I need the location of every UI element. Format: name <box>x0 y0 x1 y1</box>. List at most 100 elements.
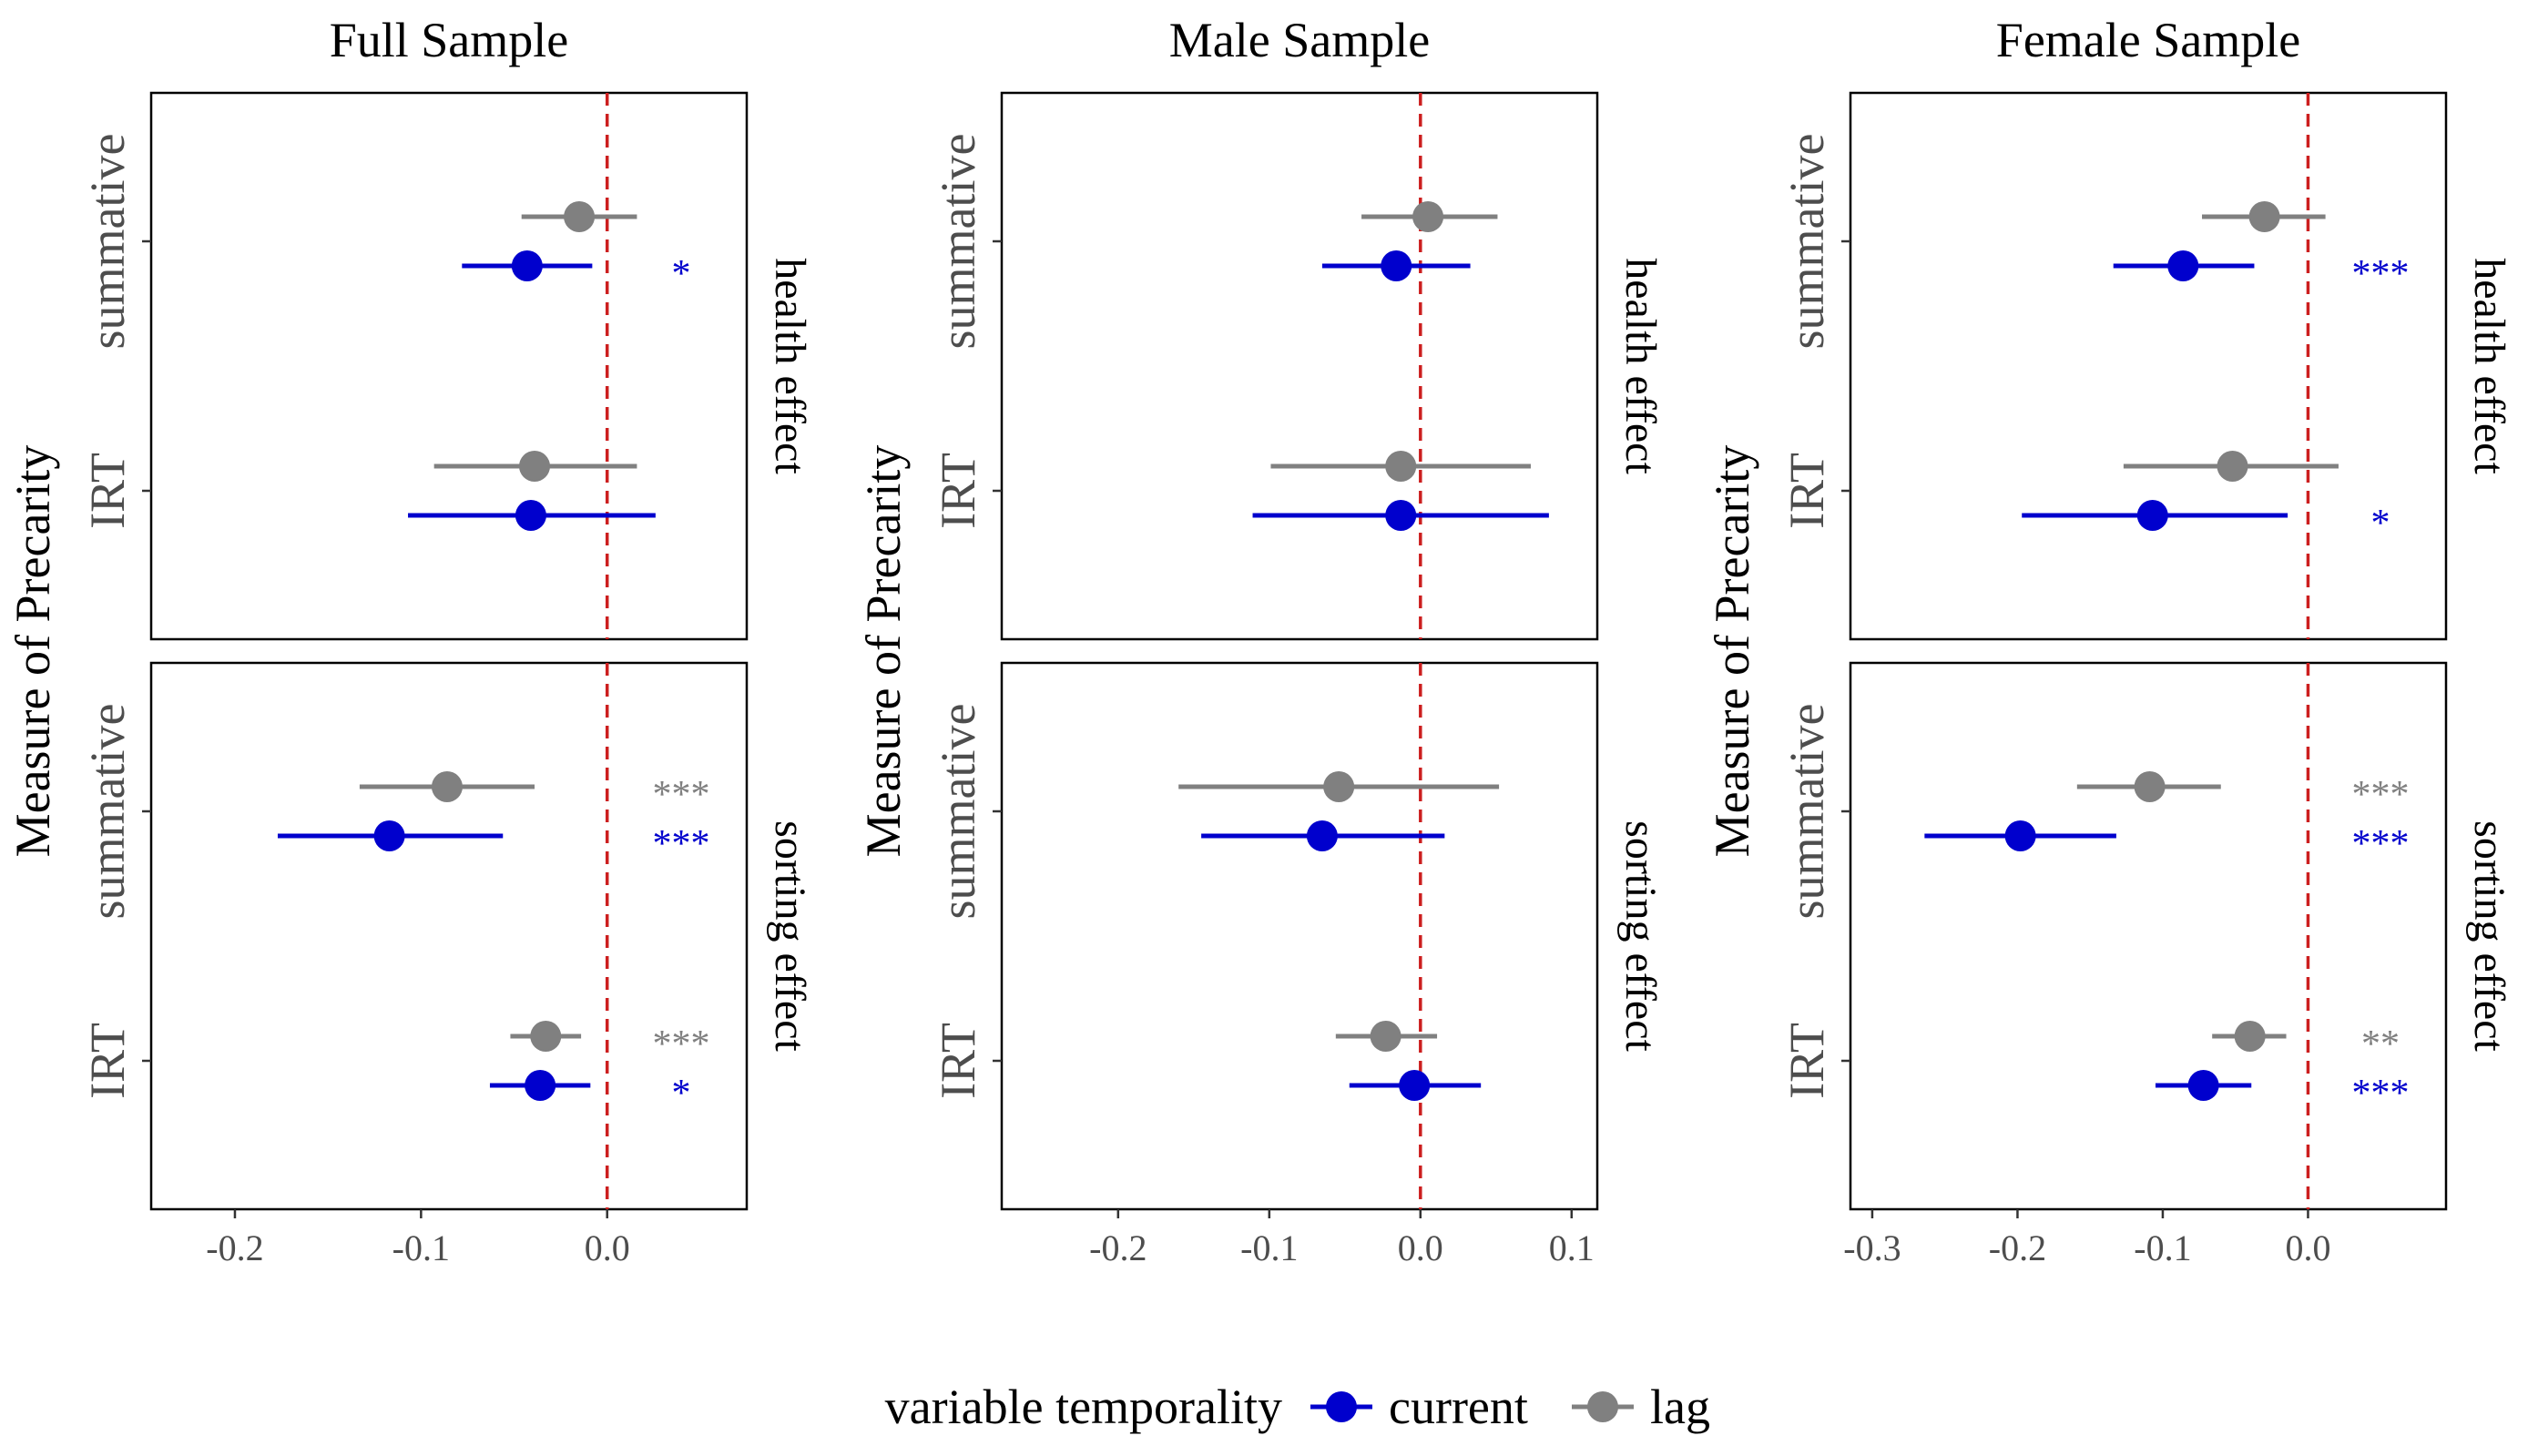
x-tick-label: -0.2 <box>1989 1227 2046 1268</box>
point-estimate <box>1385 500 1417 531</box>
estimate-irt-lag: *** <box>510 1021 710 1065</box>
y-tick-label-summative: summative <box>80 704 135 920</box>
point-estimate <box>511 250 543 281</box>
y-tick-label-summative: summative <box>80 134 135 350</box>
estimate-irt-current: * <box>489 1070 691 1115</box>
estimate-irt-lag <box>1335 1021 1438 1052</box>
panel-frame <box>1000 661 1599 1211</box>
facet-strip-label: sorting effect <box>766 820 814 1052</box>
y-tick-label-irt: IRT <box>80 453 135 529</box>
point-estimate <box>431 771 463 802</box>
point-estimate <box>2187 1070 2219 1101</box>
legend-key-lag: lag <box>1572 1380 1710 1434</box>
x-tick-label: 0.0 <box>2285 1227 2330 1268</box>
estimate-summative-current: *** <box>277 820 710 865</box>
y-tick-label-irt: IRT <box>931 1023 985 1099</box>
point-estimate <box>1385 451 1417 482</box>
panel-frame <box>149 661 749 1211</box>
point-estimate <box>519 451 551 482</box>
x-tick-label: -0.3 <box>1843 1227 1901 1268</box>
x-tick-label: -0.1 <box>2134 1227 2191 1268</box>
estimate-irt-lag: ** <box>2212 1021 2400 1065</box>
legend-label: current <box>1389 1380 1528 1434</box>
x-tick-label: -0.1 <box>392 1227 450 1268</box>
significance-stars: *** <box>2352 823 2410 865</box>
facet-strip-label: sorting effect <box>2465 820 2513 1052</box>
estimate-summative-current: * <box>462 250 691 295</box>
estimate-irt-lag <box>433 451 637 482</box>
estimate-summative-current: *** <box>1924 820 2410 865</box>
panel-2: Male Sample Measure of Precarity summative… <box>856 13 1665 1268</box>
point-estimate <box>515 500 546 531</box>
x-tick-label: 0.0 <box>1398 1227 1443 1268</box>
legend-key-point <box>1326 1391 1357 1422</box>
estimate-summative-lag <box>1178 771 1500 802</box>
facet-strip-label: health effect <box>1616 258 1665 474</box>
x-tick-label: 0.1 <box>1549 1227 1595 1268</box>
y-tick-label-irt: IRT <box>931 453 985 529</box>
point-estimate <box>2136 500 2168 531</box>
facet-health: summative IRT health effect * <box>80 91 814 641</box>
estimate-summative-lag: *** <box>2076 771 2410 816</box>
point-estimate <box>2248 201 2280 232</box>
estimate-irt-lag <box>1270 451 1531 482</box>
significance-stars: *** <box>653 1023 710 1065</box>
panel-frame <box>1849 661 2448 1211</box>
point-estimate <box>1412 201 1444 232</box>
x-tick-label: -0.2 <box>1089 1227 1147 1268</box>
y-tick-label-summative: summative <box>931 704 985 920</box>
x-tick-label: -0.2 <box>206 1227 263 1268</box>
point-estimate <box>2217 451 2248 482</box>
estimate-irt-current <box>408 500 656 531</box>
significance-stars: * <box>672 253 691 295</box>
panel-frame <box>149 91 749 641</box>
legend-label: lag <box>1650 1380 1710 1434</box>
point-estimate <box>1381 250 1412 281</box>
estimate-irt-current: * <box>2022 500 2390 545</box>
significance-stars: *** <box>653 823 710 865</box>
point-estimate <box>2004 820 2036 851</box>
point-estimate <box>2167 250 2199 281</box>
panel-3: Female Sample Measure of Precarity summati… <box>1705 13 2513 1268</box>
panel-title: Male Sample <box>1169 13 1430 67</box>
y-tick-label-summative: summative <box>1779 704 1834 920</box>
estimate-summative-current: *** <box>2113 250 2410 295</box>
facet-strip-label: health effect <box>766 258 814 474</box>
y-tick-label-summative: summative <box>1779 134 1834 350</box>
x-tick-label: -0.1 <box>1240 1227 1298 1268</box>
panel-frame <box>1000 91 1599 641</box>
significance-stars: * <box>2371 503 2390 545</box>
point-estimate <box>530 1021 562 1052</box>
x-tick-label: 0.0 <box>585 1227 630 1268</box>
estimate-summative-current <box>1321 250 1471 281</box>
point-estimate <box>2234 1021 2266 1052</box>
estimate-summative-lag <box>1361 201 1498 232</box>
legend-title: variable temporality <box>885 1380 1282 1434</box>
legend-key-current: current <box>1310 1380 1528 1434</box>
estimate-summative-current <box>1201 820 1445 851</box>
estimate-summative-lag <box>2202 201 2326 232</box>
panel-title: Female Sample <box>1996 13 2300 67</box>
estimate-summative-lag <box>521 201 637 232</box>
facet-strip-label: health effect <box>2465 258 2513 474</box>
estimate-summative-lag: *** <box>359 771 710 816</box>
panel-title: Full Sample <box>330 13 569 67</box>
significance-stars: ** <box>2361 1023 2400 1065</box>
facet-strip-label: sorting effect <box>1616 820 1665 1052</box>
estimate-irt-current <box>1252 500 1549 531</box>
legend: variable temporality current lag <box>885 1380 1710 1434</box>
significance-stars: *** <box>2352 1073 2410 1115</box>
y-axis-title: Measure of Precarity <box>856 445 911 858</box>
y-axis-title: Measure of Precarity <box>5 445 60 858</box>
y-tick-label-summative: summative <box>931 134 985 350</box>
estimate-irt-current <box>1349 1070 1482 1101</box>
estimate-irt-current: *** <box>2155 1070 2410 1115</box>
y-tick-label-irt: IRT <box>1779 453 1834 529</box>
point-estimate <box>373 820 405 851</box>
point-estimate <box>525 1070 556 1101</box>
point-estimate <box>564 201 596 232</box>
